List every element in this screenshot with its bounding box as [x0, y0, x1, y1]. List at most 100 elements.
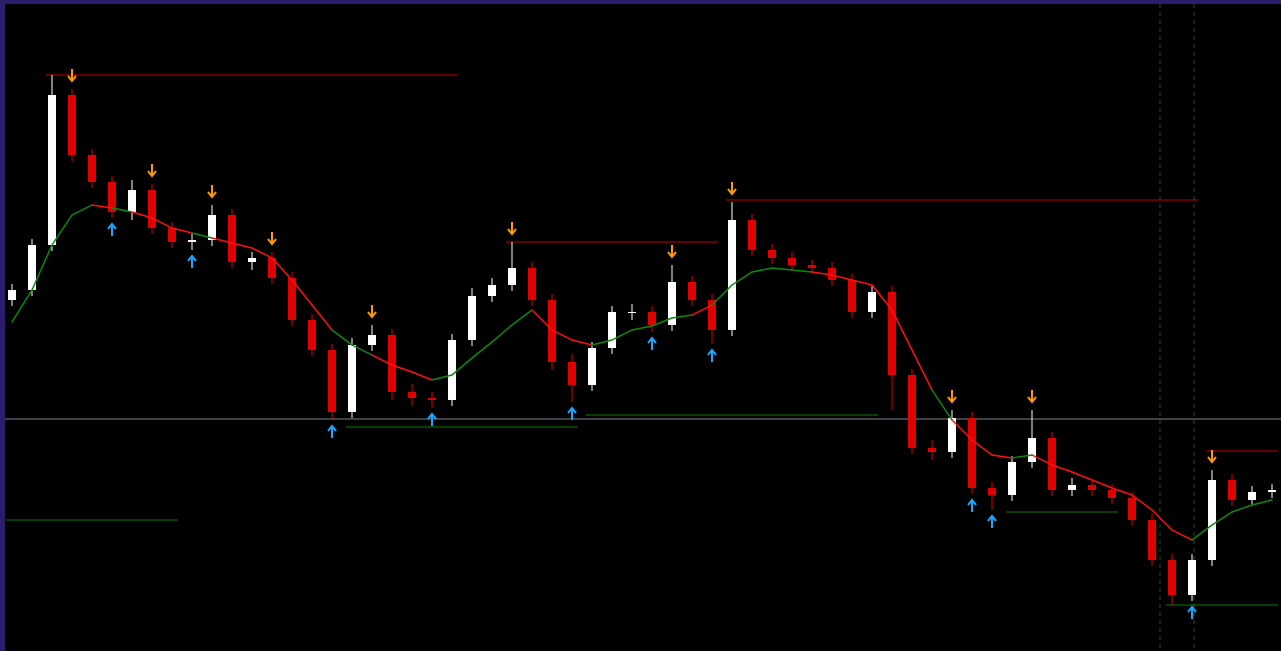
candle-body: [248, 258, 256, 262]
moving-average-segment: [51, 214, 73, 246]
moving-average-segment: [1211, 511, 1233, 526]
buy-arrow: [327, 424, 337, 438]
moving-average-segment: [351, 344, 373, 356]
moving-average-segment: [1031, 454, 1053, 466]
candle-body: [488, 285, 496, 296]
candle-body: [688, 282, 696, 300]
candle-body: [868, 292, 876, 312]
sell-arrow: [1027, 390, 1037, 404]
moving-average-segment: [1051, 464, 1073, 473]
moving-average-segment: [651, 317, 673, 327]
candle-body: [988, 488, 996, 495]
moving-average-segment: [1011, 454, 1033, 459]
moving-average-segment: [191, 232, 213, 239]
candle-body: [408, 392, 416, 398]
moving-average-segment: [111, 207, 133, 213]
candle-body: [908, 375, 916, 448]
moving-average-segment: [471, 341, 493, 359]
candle-body: [228, 215, 236, 262]
candle-body: [648, 312, 656, 325]
moving-average-segment: [1111, 487, 1133, 496]
candle-body: [588, 348, 596, 385]
candle-body: [168, 228, 176, 242]
sell-arrow: [267, 232, 277, 246]
moving-average-segment: [611, 329, 633, 341]
candle-body: [1208, 480, 1216, 560]
moving-average-segment: [211, 237, 233, 244]
candle-body: [188, 240, 196, 242]
moving-average-segment: [511, 309, 533, 326]
moving-average-segment: [791, 269, 813, 273]
candle-body: [308, 320, 316, 350]
candle-body: [108, 182, 116, 212]
candle-body: [668, 282, 676, 325]
moving-average-segment: [1091, 479, 1113, 489]
candle-body: [1148, 520, 1156, 560]
candle-body: [448, 340, 456, 400]
sell-arrow: [147, 164, 157, 178]
moving-average-segment: [751, 267, 773, 273]
candle-body: [928, 448, 936, 452]
sell-arrow: [207, 185, 217, 199]
moving-average-segment: [991, 454, 1013, 459]
moving-average-segment: [1231, 504, 1253, 513]
sell-arrow: [67, 69, 77, 83]
moving-average-segment: [851, 279, 873, 286]
candle-body: [1128, 498, 1136, 520]
moving-average-segment: [1131, 494, 1153, 511]
moving-average-segment: [331, 329, 353, 346]
candle-body: [528, 268, 536, 300]
candle-body: [508, 268, 516, 285]
buy-arrow: [647, 336, 657, 350]
candle-body: [1008, 462, 1016, 495]
candle-body: [1268, 490, 1276, 492]
candle-body: [548, 300, 556, 362]
moving-average-segment: [311, 304, 333, 331]
moving-average-segment: [1171, 529, 1193, 541]
moving-average-segment: [491, 324, 513, 343]
moving-average-segment: [271, 257, 293, 281]
moving-average-segment: [131, 211, 153, 219]
moving-average-segment: [451, 357, 473, 376]
candle-body: [368, 335, 376, 345]
candle-body: [1228, 480, 1236, 500]
sell-arrow: [947, 390, 957, 404]
moving-average-segment: [151, 217, 173, 229]
candle-body: [568, 362, 576, 385]
moving-average-segment: [391, 364, 413, 373]
candle-body: [848, 280, 856, 312]
sell-arrow: [367, 305, 377, 319]
candle-body: [428, 398, 436, 400]
buy-arrow: [107, 222, 117, 236]
candle-body: [288, 278, 296, 320]
candle-body: [468, 296, 476, 340]
buy-arrow: [707, 348, 717, 362]
candle-body: [768, 250, 776, 258]
moving-average-segment: [1191, 524, 1213, 541]
moving-average-segment: [731, 271, 753, 286]
candle-body: [1168, 560, 1176, 595]
moving-average-segment: [671, 314, 693, 319]
moving-average-segment: [911, 349, 933, 391]
moving-average-segment: [1251, 499, 1273, 506]
candle-body: [608, 312, 616, 348]
candle-body: [48, 95, 56, 245]
candle-body: [1188, 560, 1196, 595]
sell-arrow: [727, 182, 737, 196]
moving-average-segment: [1151, 509, 1173, 531]
moving-average-segment: [71, 204, 93, 216]
candle-body: [708, 300, 716, 330]
moving-average-segment: [91, 204, 113, 209]
candle-body: [788, 258, 796, 265]
candle-body: [628, 312, 636, 313]
candle-body: [348, 345, 356, 412]
candle-body: [888, 292, 896, 375]
candle-body: [68, 95, 76, 155]
candle-body: [8, 290, 16, 300]
moving-average-segment: [31, 244, 53, 291]
candle-body: [1088, 485, 1096, 490]
candle-body: [828, 268, 836, 280]
candle-body: [388, 335, 396, 392]
buy-arrow: [1187, 605, 1197, 619]
